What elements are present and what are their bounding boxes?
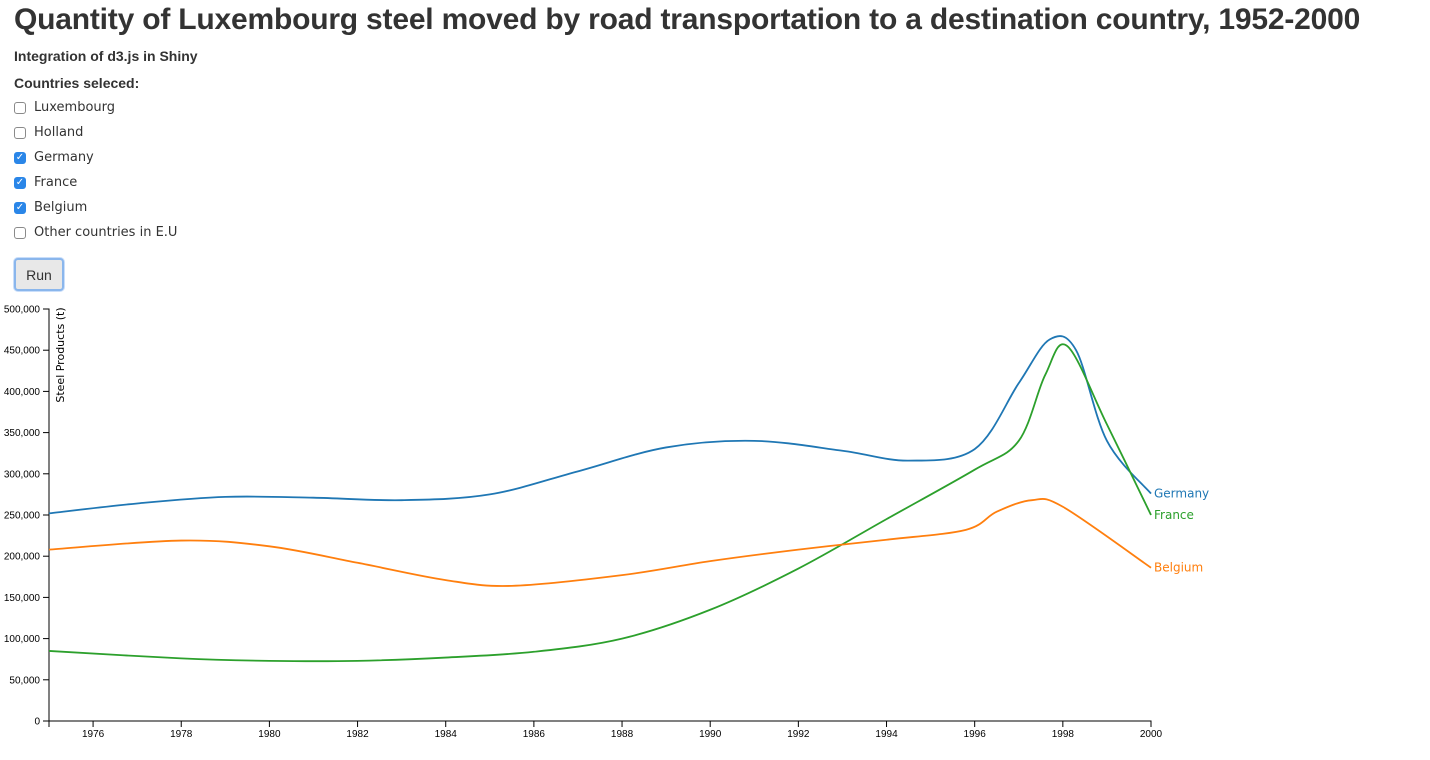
other-eu-checkbox[interactable]: ✓	[14, 226, 26, 239]
y-tick-label: 50,000	[9, 675, 40, 686]
check-icon: ✓	[15, 176, 25, 188]
belgium-series-label: Belgium	[1154, 561, 1203, 575]
series-lines	[48, 335, 1152, 663]
page-subtitle: Integration of d3.js in Shiny	[14, 48, 198, 64]
holland-checkbox[interactable]: ✓	[14, 126, 26, 139]
france-label[interactable]: France	[34, 175, 78, 190]
x-tick-label: 1986	[523, 729, 546, 740]
x-tick-label: 1992	[787, 729, 810, 740]
france-series-line	[48, 343, 1152, 663]
check-icon: ✓	[15, 151, 25, 163]
x-tick-label: 2000	[1140, 729, 1163, 740]
france-checkbox[interactable]: ✓	[14, 176, 26, 189]
x-tick-label: 1996	[964, 729, 987, 740]
x-axis-line	[48, 720, 1152, 727]
country-option-belgium[interactable]: ✓ Belgium	[14, 195, 177, 220]
x-tick-label: 1976	[82, 729, 105, 740]
y-axis: 0 50,000 100,000 150,000 200,000 250,000 300,0…	[4, 305, 50, 728]
germany-label[interactable]: Germany	[34, 150, 94, 165]
germany-series-line	[48, 335, 1152, 515]
germany-series-label: Germany	[1154, 487, 1209, 501]
country-option-luxembourg[interactable]: ✓ Luxembourg	[14, 95, 177, 120]
x-axis: 1976 1978 1980 1982 1984 1986 1988 1990 1992 1994…	[48, 720, 1163, 740]
y-axis-title: Steel Products (t)	[54, 307, 67, 402]
x-tick-label: 1982	[346, 729, 369, 740]
y-tick-label: 450,000	[4, 346, 41, 357]
belgium-series-line	[48, 498, 1152, 587]
y-tick-label: 300,000	[4, 469, 41, 480]
belgium-checkbox[interactable]: ✓	[14, 201, 26, 214]
x-tick-label: 1990	[699, 729, 722, 740]
y-tick-label: 150,000	[4, 593, 41, 604]
y-tick-label: 500,000	[4, 305, 41, 316]
luxembourg-label[interactable]: Luxembourg	[34, 100, 116, 115]
germany-checkbox[interactable]: ✓	[14, 151, 26, 164]
country-option-france[interactable]: ✓ France	[14, 170, 177, 195]
y-tick-label: 250,000	[4, 511, 41, 522]
run-button[interactable]: Run	[14, 258, 64, 291]
holland-label[interactable]: Holland	[34, 125, 84, 140]
country-option-other-eu[interactable]: ✓ Other countries in E.U	[14, 220, 177, 245]
belgium-label[interactable]: Belgium	[34, 200, 88, 215]
x-tick-label: 1980	[258, 729, 281, 740]
x-tick-label: 1998	[1052, 729, 1075, 740]
other-eu-label[interactable]: Other countries in E.U	[34, 225, 178, 240]
x-tick-label: 1978	[170, 729, 193, 740]
country-option-germany[interactable]: ✓ Germany	[14, 145, 177, 170]
y-tick-label: 350,000	[4, 428, 41, 439]
luxembourg-checkbox[interactable]: ✓	[14, 101, 26, 114]
y-tick-label: 400,000	[4, 387, 41, 398]
france-series-label: France	[1154, 508, 1194, 522]
country-option-holland[interactable]: ✓ Holland	[14, 120, 177, 145]
x-tick-label: 1988	[611, 729, 634, 740]
series-labels: Germany France Belgium	[1154, 487, 1209, 575]
y-tick-label: 200,000	[4, 552, 41, 563]
x-tick-label: 1994	[875, 729, 898, 740]
countries-label: Countries seleced:	[14, 75, 140, 91]
y-tick-label: 100,000	[4, 634, 41, 645]
check-icon: ✓	[15, 201, 25, 213]
country-checkbox-group: ✓ Luxembourg ✓ Holland ✓ Germany ✓ Franc…	[14, 95, 177, 245]
x-tick-label: 1984	[435, 729, 458, 740]
page-title: Quantity of Luxembourg steel moved by ro…	[14, 3, 1361, 36]
y-tick-label: 0	[34, 717, 40, 728]
